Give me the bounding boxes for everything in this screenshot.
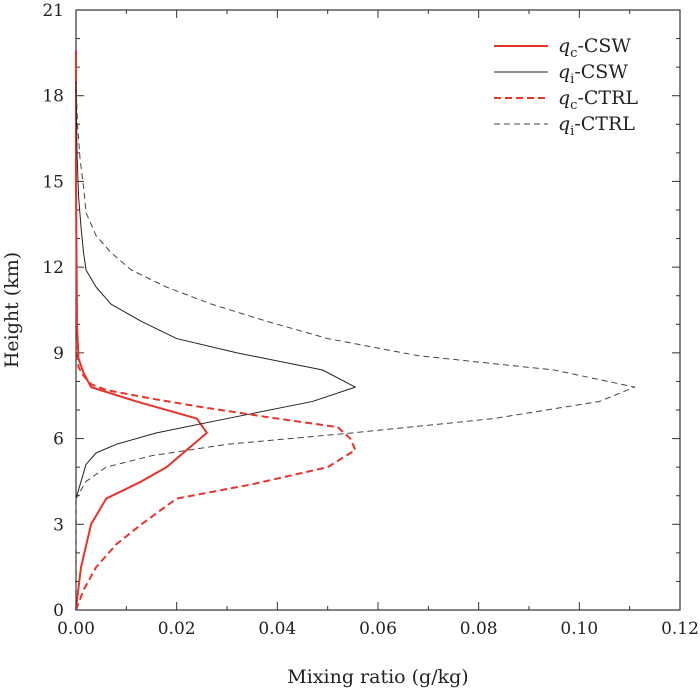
y-axis-title: Height (km) bbox=[1, 252, 23, 368]
y-tick-label: 21 bbox=[42, 1, 64, 21]
y-tick-label: 15 bbox=[42, 172, 64, 192]
y-tick-label: 12 bbox=[42, 258, 64, 278]
x-tick-label: 0.00 bbox=[57, 619, 95, 639]
x-tick-label: 0.12 bbox=[661, 619, 699, 639]
legend-label-qi-CSW: qi-CSW bbox=[558, 61, 628, 87]
y-tick-label: 9 bbox=[53, 344, 64, 364]
y-tick-label: 3 bbox=[53, 515, 64, 535]
axes: 0.00 0.02 0.04 0.06 0.08 0.10 0.12 0 3 6 9 12 15 18 21 bbox=[42, 1, 699, 639]
x-tick-label: 0.06 bbox=[359, 619, 397, 639]
legend-label-qc-CSW: qc-CSW bbox=[558, 35, 631, 61]
x-tick-label: 0.02 bbox=[158, 619, 196, 639]
x-tick-label: 0.08 bbox=[460, 619, 498, 639]
x-axis-title: Mixing ratio (g/kg) bbox=[287, 666, 468, 688]
y-tick-label: 18 bbox=[42, 87, 64, 107]
series-line-qc-CTRL bbox=[75, 338, 357, 611]
series-line-qi-CSW bbox=[75, 81, 356, 610]
x-tick-label: 0.04 bbox=[258, 619, 296, 639]
plot-area bbox=[75, 50, 636, 611]
x-tick-label: 0.10 bbox=[560, 619, 598, 639]
y-tick-label: 0 bbox=[53, 601, 64, 621]
series-line-qi-CTRL bbox=[75, 81, 636, 610]
legend-label-qi-CTRL: qi-CTRL bbox=[558, 113, 635, 139]
legend-label-qc-CTRL: qc-CTRL bbox=[558, 87, 638, 113]
series-line-qc-CSW bbox=[75, 50, 208, 611]
y-tick-label: 6 bbox=[53, 430, 64, 450]
